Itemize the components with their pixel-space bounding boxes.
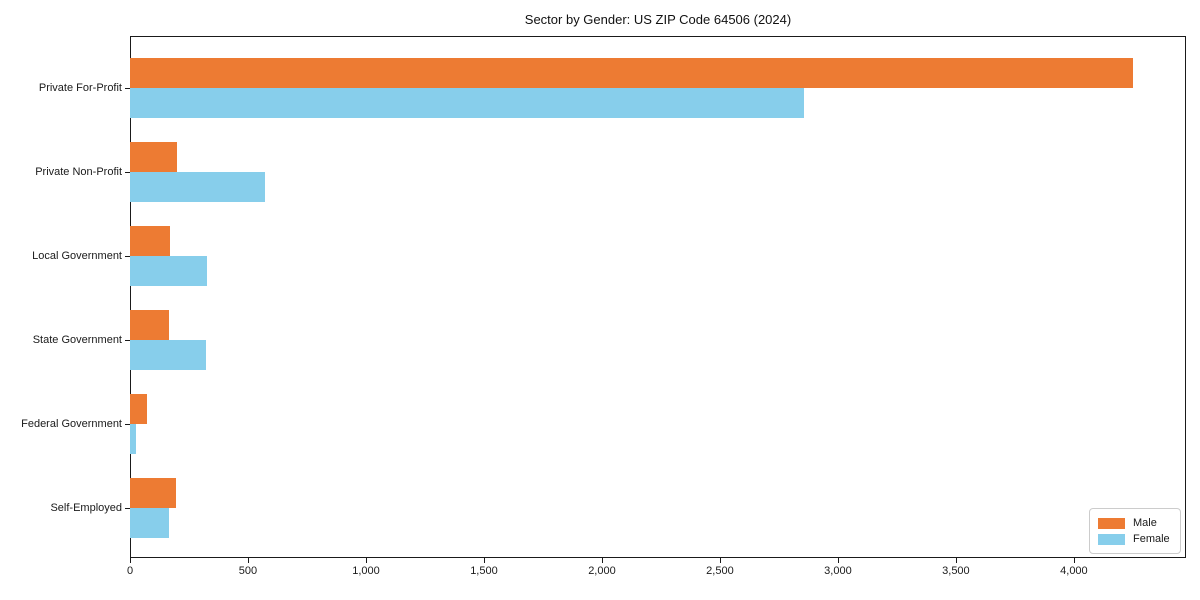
x-tick-mark bbox=[130, 558, 131, 563]
bar-female-4 bbox=[130, 424, 136, 454]
bar-female-5 bbox=[130, 508, 169, 538]
x-tick-label: 3,500 bbox=[942, 565, 970, 577]
bar-male-3 bbox=[130, 310, 169, 340]
x-tick-label: 4,000 bbox=[1060, 565, 1088, 577]
bar-female-2 bbox=[130, 256, 207, 286]
y-tick-label: Private Non-Profit bbox=[35, 166, 122, 178]
x-tick-label: 500 bbox=[238, 565, 258, 577]
x-tick-mark bbox=[483, 558, 485, 563]
bar-male-2 bbox=[130, 226, 171, 256]
plot-area bbox=[130, 36, 1186, 558]
legend-swatch-male bbox=[1098, 517, 1125, 529]
y-tick-mark bbox=[125, 424, 130, 425]
x-tick-label: 3,000 bbox=[824, 565, 852, 577]
x-tick-mark bbox=[837, 558, 839, 563]
x-tick-mark bbox=[247, 558, 249, 563]
y-tick-label: Private For-Profit bbox=[38, 82, 122, 94]
y-tick-label: Self-Employed bbox=[50, 502, 122, 514]
y-tick-label: Federal Government bbox=[21, 418, 122, 430]
x-tick-mark bbox=[1073, 558, 1075, 563]
bar-female-1 bbox=[130, 172, 265, 202]
y-tick-mark bbox=[125, 508, 130, 509]
x-tick-mark bbox=[601, 558, 603, 563]
legend-entry-male: Male bbox=[1098, 515, 1172, 531]
bar-female-3 bbox=[130, 340, 206, 370]
legend-label: Male bbox=[1133, 517, 1157, 529]
x-tick-label: 1,000 bbox=[352, 565, 380, 577]
x-tick-label: 2,000 bbox=[588, 565, 616, 577]
x-tick-label: 2,500 bbox=[706, 565, 734, 577]
legend-entry-female: Female bbox=[1098, 531, 1172, 547]
bar-male-5 bbox=[130, 478, 177, 508]
x-tick-mark bbox=[365, 558, 367, 563]
y-tick-mark bbox=[125, 88, 130, 89]
bar-male-4 bbox=[130, 394, 147, 424]
chart-title: Sector by Gender: US ZIP Code 64506 (202… bbox=[524, 12, 792, 27]
legend-label: Female bbox=[1133, 533, 1170, 545]
bar-male-0 bbox=[130, 58, 1133, 88]
x-tick-mark bbox=[955, 558, 957, 563]
x-tick-label: 0 bbox=[126, 565, 134, 577]
bar-female-0 bbox=[130, 88, 804, 118]
legend: Male Female bbox=[1089, 508, 1181, 554]
y-tick-mark bbox=[125, 340, 130, 341]
x-tick-label: 1,500 bbox=[470, 565, 498, 577]
y-tick-mark bbox=[125, 256, 130, 257]
legend-swatch-female bbox=[1098, 533, 1125, 545]
x-tick-mark bbox=[719, 558, 721, 563]
y-tick-label: State Government bbox=[32, 334, 122, 346]
y-tick-mark bbox=[125, 172, 130, 173]
bar-male-1 bbox=[130, 142, 178, 172]
y-tick-label: Local Government bbox=[32, 250, 122, 262]
